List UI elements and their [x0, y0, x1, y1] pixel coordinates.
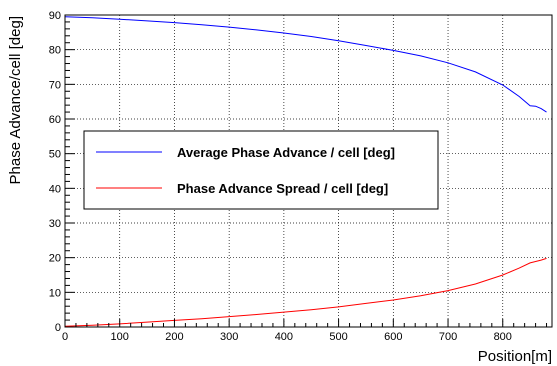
x-tick-label: 700	[439, 331, 457, 343]
y-tick-label: 40	[49, 183, 61, 195]
y-tick-label: 60	[49, 114, 61, 126]
y-tick-label: 80	[49, 45, 61, 57]
x-tick-label: 400	[275, 331, 293, 343]
x-tick-label: 800	[494, 331, 512, 343]
x-tick-label: 600	[384, 331, 402, 343]
x-axis-title: Position[m]	[478, 348, 552, 365]
x-tick-label: 300	[220, 331, 238, 343]
legend-label-spread: Phase Advance Spread / cell [deg]	[177, 181, 388, 196]
y-tick-label: 20	[49, 253, 61, 265]
axes: 0 100 200 300 400 500 600 700 800 0 10 20 30 40 50 60 70…	[49, 10, 548, 343]
series-layer	[64, 16, 547, 327]
y-axis-title: Phase Advance/cell [deg]	[7, 16, 24, 184]
y-tick-label: 90	[49, 10, 61, 22]
y-tick-label: 30	[49, 218, 61, 230]
plot-frame	[64, 14, 553, 328]
legend-label-average: Average Phase Advance / cell [deg]	[177, 145, 395, 160]
y-tick-label: 0	[55, 322, 61, 334]
legend: Average Phase Advance / cell [deg] Phase…	[83, 130, 439, 210]
y-tick-label: 10	[49, 287, 61, 299]
series-phase-advance-spread	[64, 257, 547, 327]
x-tick-label: 500	[329, 331, 347, 343]
y-tick-label: 50	[49, 149, 61, 161]
x-tick-label: 0	[62, 331, 68, 343]
x-tick-label: 200	[165, 331, 183, 343]
y-tick-label: 70	[49, 79, 61, 91]
x-tick-label: 100	[111, 331, 129, 343]
legend-box	[83, 130, 439, 210]
series-average-phase-advance	[64, 16, 547, 113]
